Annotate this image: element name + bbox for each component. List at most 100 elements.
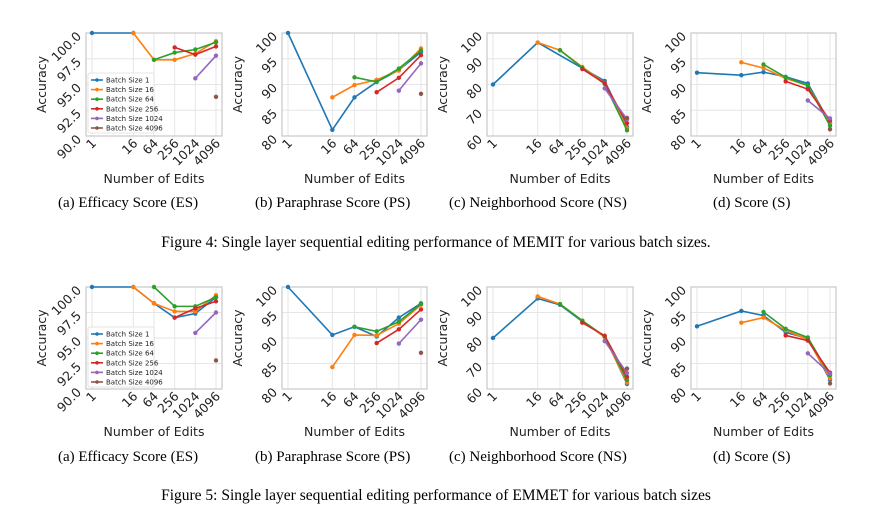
data-point [739,73,744,78]
fig4-subcaption-b: (b) Paraphrase Score (PS) [255,195,411,211]
fig5-subcaption-b: (b) Paraphrase Score (PS) [255,449,411,465]
x-tick-label: 1 [83,136,99,152]
y-tick-label: 80 [463,80,485,102]
y-tick-label: 100.0 [48,28,84,64]
plot-frame [281,32,428,137]
y-tick-label: 100 [253,282,281,310]
data-point [624,377,630,383]
legend-marker [95,126,99,130]
x-tick-label: 16 [727,388,749,410]
legend-label: Batch Size 64 [106,350,154,358]
plot-frame [486,286,634,390]
data-point [490,335,496,341]
y-tick-label: 90 [667,80,689,102]
legend-marker [95,97,99,101]
data-point [761,69,766,75]
data-point [213,53,219,58]
y-axis-label: Accuracy [435,55,450,113]
series-line-batch-size-1024 [604,87,628,120]
series-line-batch-size-1 [92,286,217,319]
data-point [535,40,540,45]
data-point [396,66,402,71]
data-point [580,66,585,72]
data-point [172,57,177,62]
series-line-batch-size-1024 [194,55,217,79]
y-tick-label: 100 [662,282,690,310]
data-point [193,306,198,311]
legend-marker [95,332,99,336]
legend-marker [95,351,99,356]
data-point [805,335,811,340]
data-point [374,90,379,95]
data-point [783,79,788,84]
data-point [418,48,424,53]
data-point [827,376,833,381]
y-tick-label: 90 [667,333,689,355]
x-axis-label: Number of Edits [510,171,611,186]
data-point [374,79,379,85]
legend-label: Batch Size 1024 [106,115,163,123]
y-axis-label: Accuracy [230,55,245,113]
data-point [213,299,219,304]
data-point [172,309,177,314]
data-point [557,301,563,307]
legend-marker [95,341,99,346]
x-tick-label: 1 [279,136,295,152]
y-axis-label: Accuracy [639,55,654,113]
data-point [761,62,766,67]
y-tick-label: 60 [463,131,485,153]
y-tick-label: 80 [667,384,689,406]
x-tick-label: 1 [83,389,99,405]
data-point [396,341,402,346]
data-point [352,332,357,338]
data-point [396,319,402,324]
data-point [624,370,630,376]
y-axis-label: Accuracy [230,309,245,367]
data-point [193,47,198,52]
data-point [827,123,833,128]
x-axis-label: Number of Edits [304,424,405,439]
x-axis-label: Number of Edits [104,424,205,439]
data-point [418,317,424,322]
data-point [396,315,402,320]
data-point [330,127,335,133]
series-line-batch-size-1024 [398,319,422,345]
x-tick-label: 16 [119,388,141,410]
data-point [418,61,424,66]
data-point [213,94,219,100]
data-point [330,364,335,370]
data-point [172,50,177,55]
data-point [172,304,177,309]
y-tick-label: 80 [667,131,689,153]
data-point [89,30,95,36]
data-point [172,315,177,320]
data-point [418,301,424,307]
y-tick-label: 90 [258,333,280,355]
data-point [602,81,607,86]
data-point [805,86,811,92]
series-line-batch-size-1024 [398,62,422,92]
data-point [761,309,766,315]
y-tick-label: 95 [258,54,280,76]
legend-marker [95,116,99,121]
fig4-subcaption-d: (d) Score (S) [713,195,791,211]
x-axis-label: Number of Edits [510,424,611,439]
x-tick-label: 1 [279,389,295,405]
y-axis-label: Accuracy [34,309,49,367]
data-point [761,315,766,320]
data-point [761,65,766,71]
y-tick-label: 85 [667,106,689,128]
data-point [624,128,630,133]
data-point [374,329,379,334]
plot-frame [690,286,837,390]
series-line-batch-size-1 [287,286,422,338]
data-point [602,333,607,338]
data-point [285,284,291,290]
data-point [151,284,157,290]
legend-label: Batch Size 4096 [106,379,163,387]
